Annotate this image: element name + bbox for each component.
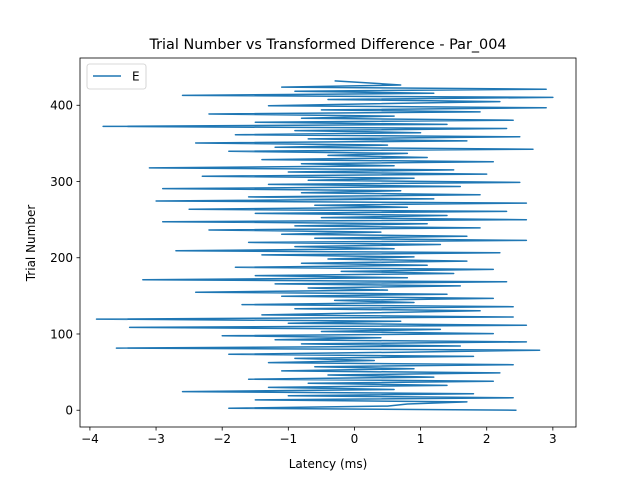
x-axis-label: Latency (ms) xyxy=(289,457,368,471)
x-tick-label: 0 xyxy=(351,432,359,446)
legend-label-0: E xyxy=(132,69,140,83)
y-tick-label: 400 xyxy=(50,99,73,113)
axes: −4 −3 −2 −1 0 1 2 3 0 100 200 300 400 xyxy=(50,57,577,446)
axes-frame xyxy=(79,57,577,428)
x-tick-label: 3 xyxy=(549,432,557,446)
x-tick-label: −2 xyxy=(213,432,231,446)
series-line-0 xyxy=(95,80,554,411)
plot-area xyxy=(95,80,554,411)
legend: E xyxy=(86,63,147,90)
y-tick-label: 300 xyxy=(50,175,73,189)
y-tick-label: 0 xyxy=(65,404,73,418)
y-tick-label: 100 xyxy=(50,327,73,341)
x-tick-label: −1 xyxy=(279,432,297,446)
x-tick-label: 2 xyxy=(483,432,491,446)
y-axis-label: Trial Number xyxy=(24,205,38,283)
x-tick-label: 1 xyxy=(417,432,425,446)
y-tick-label: 200 xyxy=(50,251,73,265)
x-tick-label: −4 xyxy=(81,432,99,446)
chart-title: Trial Number vs Transformed Difference -… xyxy=(148,37,506,53)
x-tick-label: −3 xyxy=(147,432,165,446)
